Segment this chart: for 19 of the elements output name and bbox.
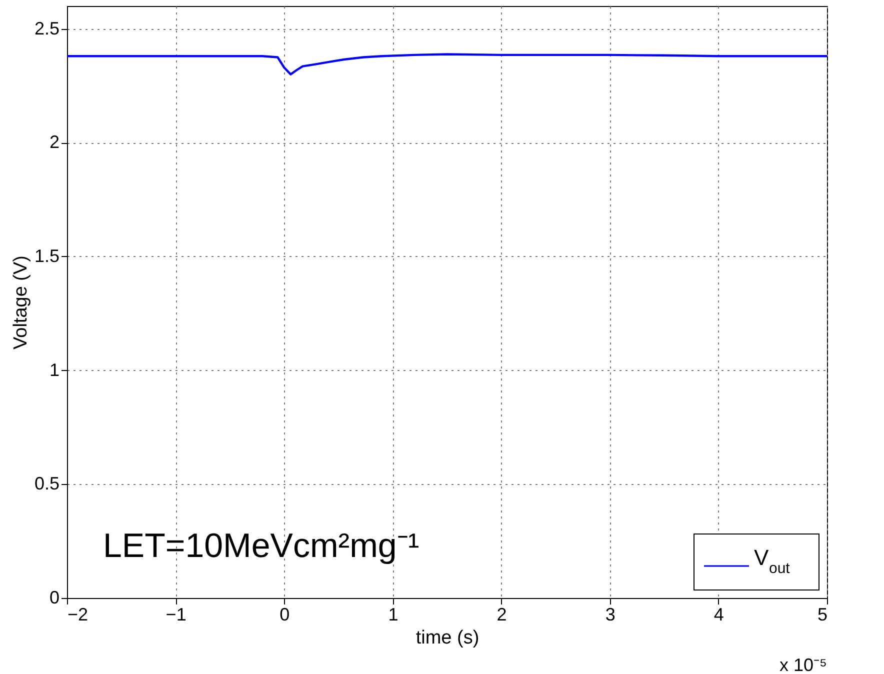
text: x 10⁻⁵ — [780, 655, 827, 674]
y-tick-label: 2.5 — [34, 18, 60, 38]
y-axis-title: Voltage (V) — [10, 256, 32, 350]
x-axis-title: time (s) — [416, 628, 480, 648]
x-tick-label: 1 — [388, 604, 398, 624]
y-tick-label: 2 — [49, 132, 60, 152]
y-tick-label: 1 — [49, 360, 60, 380]
x-tick-label: 3 — [605, 604, 616, 624]
y-tick-label: 0.5 — [34, 474, 60, 494]
x-tick-label: 2 — [496, 604, 507, 624]
line-series — [66, 53, 828, 76]
y-tick-label: 1.5 — [34, 246, 60, 266]
x-tick-label: 5 — [817, 604, 828, 624]
x-tick-label: −1 — [166, 604, 186, 624]
annotation: LET=10MeVcm²mg⁻¹ — [103, 527, 420, 565]
y-tick-label: 0 — [49, 588, 60, 608]
x-tick-label: 0 — [280, 604, 290, 624]
x-tick-label: 4 — [714, 604, 724, 624]
x-tick-label: −2 — [68, 604, 88, 624]
